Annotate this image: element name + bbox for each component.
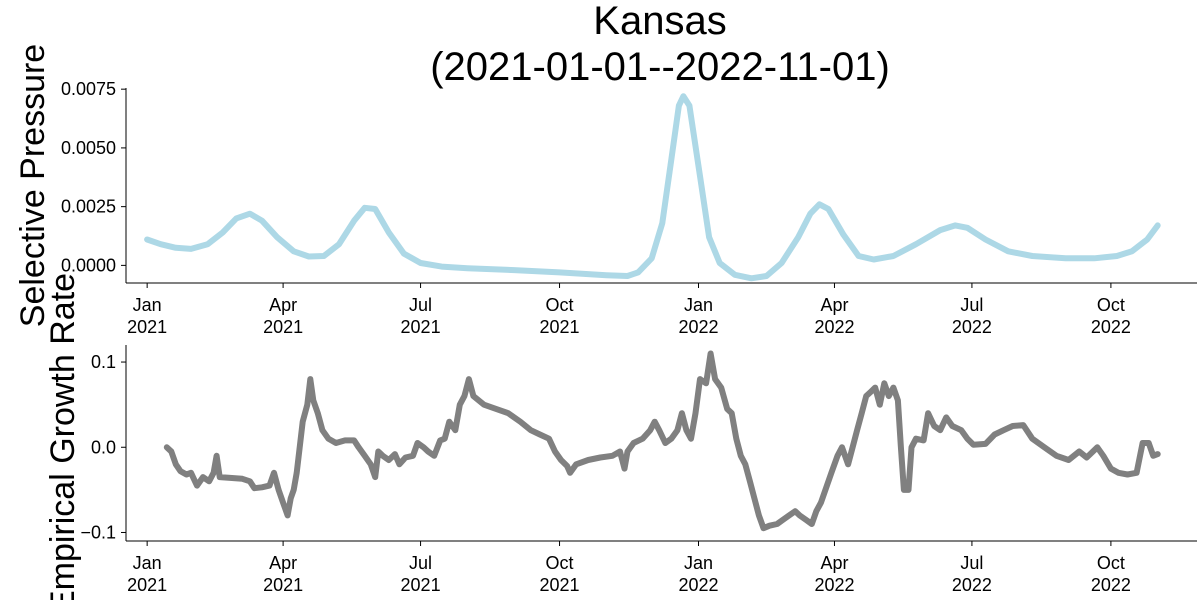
x-tick-label-year: 2022 bbox=[814, 317, 854, 337]
x-tick-label-year: 2021 bbox=[401, 317, 441, 337]
x-tick-label-month: Jul bbox=[409, 553, 432, 573]
y-tick: 0.0075 bbox=[61, 79, 126, 99]
x-tick-label-year: 2021 bbox=[540, 575, 580, 595]
y-tick: 0.1 bbox=[91, 352, 126, 372]
x-tick-label-month: Jan bbox=[133, 553, 162, 573]
x-tick-label-month: Oct bbox=[546, 295, 574, 315]
x-tick-label-year: 2021 bbox=[127, 575, 167, 595]
y-tick: 0.0025 bbox=[61, 197, 126, 217]
empirical-growth-rate-y-axis-label: Empirical Growth Rate bbox=[44, 273, 82, 600]
x-tick-label-month: Jul bbox=[409, 295, 432, 315]
y-tick: 0.0050 bbox=[61, 138, 126, 158]
chart-title-line2: (2021-01-01--2022-11-01) bbox=[430, 45, 890, 89]
x-tick-label-month: Jul bbox=[960, 295, 983, 315]
selective-pressure-series-line bbox=[144, 93, 1161, 282]
x-tick-label-year: 2021 bbox=[540, 317, 580, 337]
x-tick-label-year: 2022 bbox=[814, 575, 854, 595]
y-tick-label: 0.0050 bbox=[61, 138, 116, 158]
x-tick-label-year: 2021 bbox=[263, 575, 303, 595]
chart-title-line1: Kansas bbox=[593, 0, 726, 43]
x-tick-label-year: 2022 bbox=[678, 317, 718, 337]
y-tick-label: 0.1 bbox=[91, 352, 116, 372]
x-tick-label-month: Apr bbox=[820, 553, 848, 573]
x-tick-label-month: Oct bbox=[1097, 295, 1125, 315]
empirical-growth-rate-panel: −0.10.00.1Jan2021Apr2021Jul2021Oct2021Ja… bbox=[44, 273, 1197, 600]
y-tick-label: 0.0025 bbox=[61, 197, 116, 217]
y-tick: 0.0 bbox=[91, 437, 126, 457]
y-tick: −0.1 bbox=[80, 522, 126, 542]
x-tick-label-month: Oct bbox=[1097, 553, 1125, 573]
y-tick: 0.0000 bbox=[61, 255, 126, 275]
x-tick-label-month: Oct bbox=[546, 553, 574, 573]
selective-pressure-y-axis-label: Selective Pressure bbox=[14, 44, 52, 327]
x-tick-label-year: 2022 bbox=[952, 317, 992, 337]
x-tick-label-month: Apr bbox=[269, 553, 297, 573]
x-tick-label-month: Jan bbox=[684, 295, 713, 315]
x-tick-label-year: 2021 bbox=[401, 575, 441, 595]
x-tick-label-year: 2022 bbox=[952, 575, 992, 595]
x-tick-label-year: 2021 bbox=[127, 317, 167, 337]
y-tick-label: 0.0000 bbox=[61, 255, 116, 275]
y-tick-label: −0.1 bbox=[80, 522, 116, 542]
x-tick-label-month: Apr bbox=[269, 295, 297, 315]
x-tick-label-year: 2022 bbox=[1091, 317, 1131, 337]
x-tick-label-month: Jan bbox=[133, 295, 162, 315]
x-tick-label-year: 2022 bbox=[678, 575, 718, 595]
x-tick-label-year: 2021 bbox=[263, 317, 303, 337]
selective-pressure-panel: 0.00000.00250.00500.0075Jan2021Apr2021Ju… bbox=[14, 44, 1197, 337]
x-tick-label-month: Jul bbox=[960, 553, 983, 573]
y-tick-label: 0.0075 bbox=[61, 79, 116, 99]
y-tick-label: 0.0 bbox=[91, 437, 116, 457]
empirical-growth-rate-series-line bbox=[163, 350, 1161, 532]
x-tick-label-month: Jan bbox=[684, 553, 713, 573]
x-tick-label-month: Apr bbox=[820, 295, 848, 315]
x-tick-label-year: 2022 bbox=[1091, 575, 1131, 595]
